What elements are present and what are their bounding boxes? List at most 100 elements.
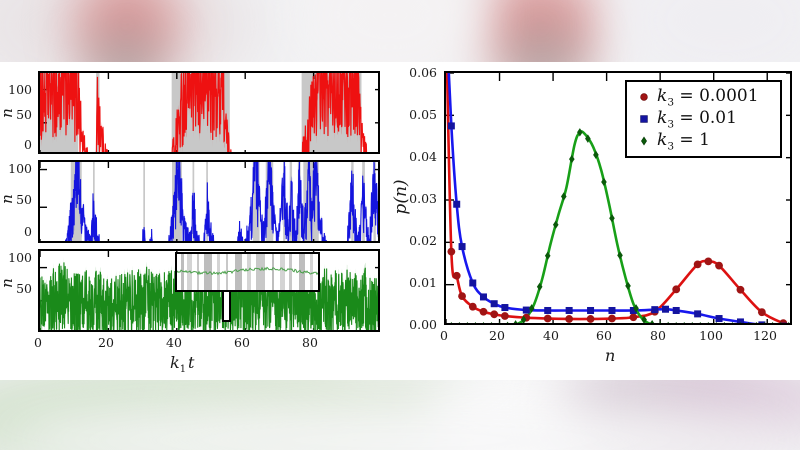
data-marker xyxy=(506,321,509,323)
right-ytick-0.01: 0.01 xyxy=(409,275,437,290)
data-marker xyxy=(755,321,758,323)
data-marker xyxy=(469,279,477,287)
data-marker xyxy=(458,321,461,323)
data-marker xyxy=(479,293,487,301)
legend-0-k: k xyxy=(657,85,668,106)
panel-red-ytick-100: 100 xyxy=(8,82,32,97)
panel-red-ytick-0: 0 xyxy=(24,137,32,152)
panel-blue-ytick-100: 100 xyxy=(8,161,32,176)
left-xtick-80: 80 xyxy=(302,335,318,350)
data-marker xyxy=(458,292,466,300)
data-marker xyxy=(490,310,499,319)
data-marker xyxy=(723,321,726,323)
data-marker xyxy=(693,260,702,269)
data-marker xyxy=(520,315,527,323)
figure-canvas: 100 50 0 n 100 50 0 n 100 50 xyxy=(0,62,800,380)
data-marker xyxy=(650,319,655,323)
right-ylabel-text: p(n) xyxy=(391,179,411,215)
data-marker xyxy=(747,321,750,323)
right-ytick-0.06: 0.06 xyxy=(409,65,437,80)
data-marker xyxy=(453,200,461,208)
data-marker xyxy=(704,257,713,266)
right-ytick-0.03: 0.03 xyxy=(409,191,437,206)
data-marker xyxy=(715,321,718,323)
data-marker xyxy=(569,154,575,164)
data-marker xyxy=(500,312,509,320)
data-marker xyxy=(629,313,638,322)
data-marker xyxy=(771,321,774,323)
data-marker xyxy=(452,271,461,280)
data-marker xyxy=(498,321,501,323)
data-marker xyxy=(675,321,677,323)
legend-label-2: k3 = 1 xyxy=(657,130,710,152)
legend-entry-0[interactable]: k3 = 0.0001 xyxy=(635,86,770,108)
data-marker xyxy=(565,306,573,314)
panel-red-plot xyxy=(40,73,378,152)
left-xlabel-sub: 1 xyxy=(179,364,187,376)
legend-entry-1[interactable]: k3 = 0.01 xyxy=(635,108,770,130)
data-marker xyxy=(790,321,792,325)
data-marker xyxy=(641,315,647,323)
legend-entry-2[interactable]: k3 = 1 xyxy=(635,130,770,152)
left-xlabel-k: k xyxy=(170,353,180,372)
legend-0-sub: 3 xyxy=(667,96,675,109)
data-marker xyxy=(633,304,639,313)
right-xlabel-text: n xyxy=(605,346,616,365)
legend-1-k: k xyxy=(657,107,668,128)
data-marker xyxy=(757,308,766,317)
legend-label-0: k3 = 0.0001 xyxy=(657,86,759,108)
data-marker xyxy=(629,306,637,314)
data-marker xyxy=(482,321,485,323)
data-marker xyxy=(715,261,723,270)
data-marker xyxy=(791,323,793,325)
data-marker xyxy=(513,320,518,323)
right-xtick-120: 120 xyxy=(753,328,777,343)
data-marker xyxy=(739,321,742,323)
data-marker xyxy=(672,285,681,294)
data-marker xyxy=(699,321,702,323)
data-marker xyxy=(543,314,552,323)
legend-2-k: k xyxy=(657,129,668,150)
data-marker xyxy=(763,321,766,323)
data-marker xyxy=(565,315,574,323)
data-marker xyxy=(450,321,453,323)
data-marker xyxy=(731,321,734,323)
right-ylabel: p(n) xyxy=(391,171,411,223)
data-marker xyxy=(758,321,766,323)
left-xtick-40: 40 xyxy=(166,335,182,350)
panel-red-ylabel: n xyxy=(0,104,16,122)
data-marker xyxy=(707,321,710,323)
data-marker xyxy=(736,285,745,294)
data-marker xyxy=(672,306,680,314)
panel-blue-ytick-50: 50 xyxy=(16,192,32,207)
right-xtick-0: 0 xyxy=(440,328,448,343)
data-marker xyxy=(651,306,659,314)
right-xtick-40: 40 xyxy=(543,328,559,343)
right-ytick-0.02: 0.02 xyxy=(409,233,437,248)
data-marker xyxy=(490,300,498,308)
data-marker xyxy=(659,321,662,323)
right-ytick-0.05: 0.05 xyxy=(409,107,437,122)
data-marker xyxy=(552,220,559,229)
panel-blue-plot xyxy=(40,162,378,241)
data-marker xyxy=(662,305,670,313)
data-marker xyxy=(683,321,685,323)
data-marker xyxy=(586,315,595,323)
left-xtick-60: 60 xyxy=(234,335,250,350)
data-marker xyxy=(474,321,477,323)
data-marker xyxy=(601,177,607,187)
data-marker xyxy=(544,251,551,260)
data-marker xyxy=(560,192,567,201)
data-marker xyxy=(787,321,790,323)
zoom-inset xyxy=(175,252,320,292)
data-marker xyxy=(609,214,615,223)
diamond-marker-icon xyxy=(635,135,653,147)
left-xlabel-t: t xyxy=(188,353,195,372)
data-marker xyxy=(736,318,744,323)
panel-red-ytick-50: 50 xyxy=(16,107,32,122)
data-marker xyxy=(691,321,693,323)
left-xtick-20: 20 xyxy=(98,335,114,350)
data-marker xyxy=(458,243,466,251)
